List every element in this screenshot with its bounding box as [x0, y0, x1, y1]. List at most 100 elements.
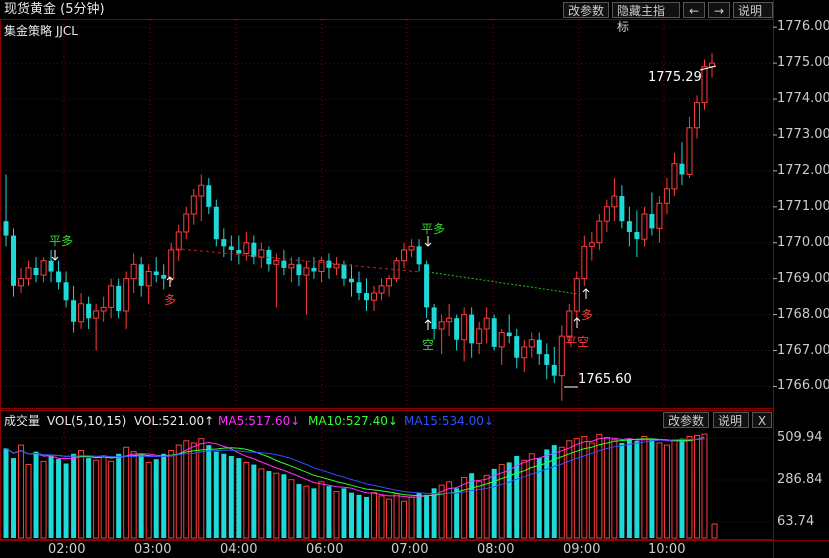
arrow-down-1-head: [51, 256, 59, 261]
hide-main-indicator-button[interactable]: 隐藏主指标: [612, 2, 680, 34]
volume-bar: [619, 442, 625, 538]
edit-params-button[interactable]: 改参数: [563, 2, 609, 18]
volume-bar: [213, 451, 219, 538]
volume-bar: [393, 493, 400, 539]
candle-body: [603, 206, 610, 222]
candle-body: [78, 303, 85, 323]
volume-bar: [446, 481, 453, 539]
candle-body: [498, 332, 505, 348]
candle-body: [116, 285, 122, 311]
price-tick-label: 1774.00: [777, 91, 829, 107]
volume-bar: [221, 453, 227, 538]
volume-bar: [318, 481, 325, 539]
volume-bar: [596, 433, 603, 539]
volume-bar: [25, 464, 32, 539]
volume-bar: [40, 460, 47, 539]
candle-body: [371, 292, 378, 301]
volume-bar: [3, 448, 9, 538]
volume-bar: [401, 500, 408, 539]
time-label-0600: 06:00: [306, 542, 344, 557]
candle-body: [528, 339, 535, 348]
candle-body: [266, 249, 272, 265]
volume-bar: [258, 468, 265, 539]
candle-body: [303, 267, 310, 276]
volume-bar: [671, 440, 678, 539]
arrow-down-2-head: [424, 242, 432, 247]
volume-bar: [138, 454, 144, 538]
candle-body: [56, 271, 62, 283]
volume-bar: [161, 453, 167, 538]
volume-bar: [86, 458, 92, 538]
volume-bar: [11, 458, 17, 538]
help-button[interactable]: 说明: [733, 2, 773, 18]
volume-bar: [431, 488, 437, 538]
volume-bar: [378, 495, 385, 539]
volume-bar: [588, 442, 595, 539]
volume-bar: [656, 442, 663, 539]
high-marker-line: [699, 65, 717, 71]
volume-bar: [566, 440, 573, 539]
candle-body: [168, 249, 175, 280]
time-label-0800: 08:00: [477, 542, 515, 557]
time-label-0900: 09:00: [563, 542, 601, 557]
candle-body: [378, 285, 385, 294]
volume-bar: [153, 459, 159, 538]
volume-bar: [108, 460, 115, 539]
candle-body: [288, 263, 295, 269]
candle-body: [611, 195, 618, 208]
arrow-up-2-head: [424, 319, 432, 324]
price-tick-label: 1767.00: [777, 342, 829, 358]
arrow-right-icon[interactable]: →: [708, 2, 730, 18]
volume-edit-params-button[interactable]: 改参数: [663, 412, 709, 428]
candle-body: [588, 242, 595, 247]
volume-bar: [483, 474, 490, 539]
volume-bar: [551, 445, 557, 538]
signal-close-short: 平空: [565, 335, 590, 349]
candle-body: [108, 285, 115, 308]
price-tick-label: 1776.00: [777, 19, 829, 35]
candle-body: [619, 196, 625, 222]
candle-body: [243, 242, 250, 255]
candle-body: [446, 317, 453, 323]
trend-line-red: [169, 247, 421, 273]
candle-body: [386, 278, 393, 287]
candle-body: [145, 270, 152, 287]
candle-body: [190, 195, 197, 215]
ma10-value: MA10:527.40↓: [308, 414, 398, 428]
time-label-0400: 04:00: [220, 542, 258, 557]
candle-body: [326, 260, 332, 268]
candle-body: [514, 336, 520, 358]
candle-body: [25, 267, 32, 280]
volume-help-button[interactable]: 说明: [713, 412, 749, 428]
arrow-left-icon[interactable]: ←: [683, 2, 705, 18]
volume-bar: [116, 453, 122, 538]
volume-bar: [536, 458, 542, 538]
volume-bar: [228, 455, 234, 538]
candle-body: [213, 206, 219, 240]
price-tick-label: 1771.00: [777, 198, 829, 214]
price-tick-label: 1768.00: [777, 306, 829, 322]
price-tick-label: 1772.00: [777, 162, 829, 178]
price-tick-label: 1775.00: [777, 55, 829, 71]
price-tick-label: 1769.00: [777, 270, 829, 286]
candle-body: [544, 354, 550, 365]
strategy-label: 集金策略 JJCL: [4, 24, 78, 38]
candle-body: [33, 267, 39, 276]
close-icon[interactable]: X: [752, 412, 772, 428]
volume-bar: [573, 438, 580, 539]
candle-body: [71, 300, 77, 322]
volume-bar: [498, 464, 505, 539]
candle-body: [424, 264, 430, 308]
volume-bar: [634, 440, 640, 538]
candle-body: [161, 275, 167, 279]
volume-bar: [416, 492, 422, 538]
volume-bar: [679, 438, 685, 538]
candle-body: [356, 282, 362, 294]
arrow-up-1-head: [166, 276, 174, 281]
volume-bar: [33, 451, 39, 538]
volume-bar-last: [711, 523, 718, 539]
volume-bar: [461, 477, 468, 539]
volume-bar: [469, 473, 475, 538]
volume-bar: [251, 464, 257, 538]
